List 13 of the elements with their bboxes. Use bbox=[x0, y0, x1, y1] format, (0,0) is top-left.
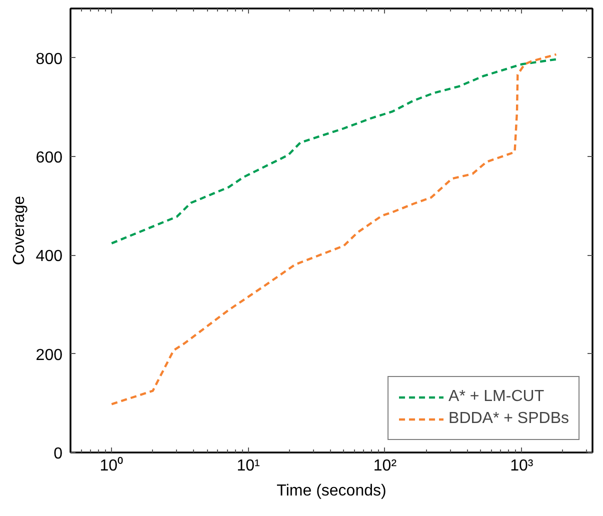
legend-label: A* + LM-CUT bbox=[448, 388, 544, 406]
legend-label: BDDA* + SPDBs bbox=[448, 410, 569, 428]
y-tick-label: 400 bbox=[36, 248, 63, 266]
x-axis-title: Time (seconds) bbox=[276, 482, 386, 500]
y-tick-label: 800 bbox=[36, 50, 63, 68]
x-tick-label: 10¹ bbox=[236, 458, 260, 474]
y-tick-label: 600 bbox=[36, 150, 63, 166]
y-axis-title: Coverage bbox=[10, 196, 28, 266]
x-tick-label: 10⁰ bbox=[100, 456, 124, 474]
y-tick-label: 200 bbox=[36, 346, 63, 364]
x-tick-label: 10² bbox=[373, 458, 398, 474]
y-tick-label: 0 bbox=[54, 446, 63, 462]
x-tick-label: 10³ bbox=[510, 458, 534, 474]
